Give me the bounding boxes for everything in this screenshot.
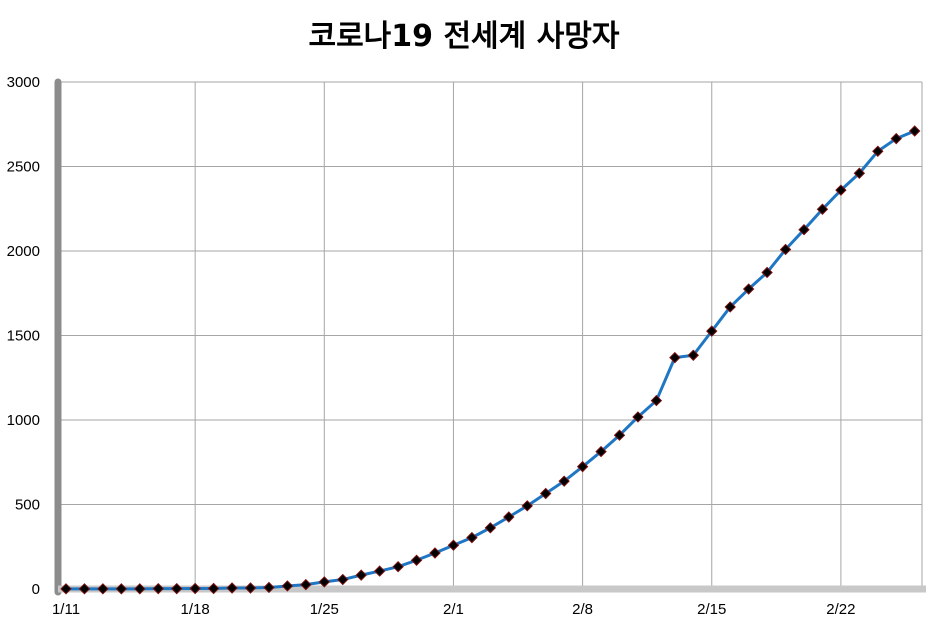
data-point: [392, 560, 404, 573]
data-point: [207, 582, 220, 595]
data-point: [650, 394, 663, 407]
data-point: [355, 569, 367, 581]
data-point: [908, 125, 921, 137]
data-point: [78, 583, 91, 595]
data-point: [226, 582, 238, 594]
axes: [54, 78, 926, 596]
x-tick-label: 2/8: [572, 601, 593, 618]
series-group: [60, 125, 921, 595]
data-point: [244, 582, 257, 594]
data-point: [503, 511, 515, 523]
x-tick-label: 1/11: [52, 601, 80, 618]
data-point: [724, 301, 736, 313]
data-point: [779, 243, 792, 256]
x-tick-label: 2/22: [826, 601, 855, 618]
data-point: [890, 132, 902, 145]
data-point: [281, 580, 294, 592]
x-axis-ticks: 1/11 1/18 1/25 2/1 2/8 2/15 2/22: [52, 601, 856, 618]
data-point: [152, 582, 164, 595]
data-point: [632, 411, 644, 423]
y-tick-label: 2000: [7, 243, 40, 260]
y-axis-ticks: 0 500 1000 1500 2000 2500 3000: [7, 74, 40, 598]
data-point: [189, 582, 201, 595]
data-point: [318, 576, 331, 588]
data-point: [170, 582, 183, 595]
data-point: [97, 583, 109, 595]
data-point: [521, 500, 533, 512]
y-tick-label: 0: [32, 581, 40, 598]
data-point: [853, 167, 866, 179]
y-tick-label: 1500: [7, 328, 40, 345]
data-point: [429, 547, 441, 559]
data-point: [595, 445, 607, 458]
data-point: [558, 475, 570, 487]
y-tick-label: 3000: [7, 74, 40, 91]
data-point: [835, 184, 847, 196]
grid: [58, 81, 923, 589]
series-line: [66, 129, 916, 591]
x-tick-label: 2/15: [697, 601, 726, 618]
y-tick-label: 2500: [7, 159, 40, 176]
data-point: [816, 203, 829, 215]
data-point: [447, 539, 460, 551]
data-point: [669, 351, 681, 364]
x-tick-label: 1/25: [310, 601, 339, 618]
data-point: [687, 349, 700, 361]
data-point: [300, 578, 312, 591]
data-point: [706, 325, 718, 337]
data-point: [539, 487, 552, 500]
data-point: [337, 573, 349, 586]
data-point: [134, 583, 146, 595]
data-point: [115, 583, 128, 595]
data-point: [798, 223, 810, 236]
y-tick-label: 1000: [7, 412, 40, 429]
data-point: [761, 266, 773, 279]
data-point: [263, 581, 275, 594]
data-point: [872, 145, 884, 157]
x-tick-label: 1/18: [181, 601, 210, 618]
data-point: [60, 583, 72, 595]
x-tick-label: 2/1: [443, 601, 464, 618]
chart-title: 코로나19 전세계 사망자: [308, 19, 619, 54]
data-point: [613, 429, 626, 441]
y-tick-label: 500: [15, 497, 40, 514]
data-point: [742, 283, 755, 295]
data-point: [410, 554, 423, 566]
data-point: [576, 460, 589, 473]
data-point: [484, 522, 497, 534]
data-point: [466, 531, 478, 544]
data-point: [373, 565, 386, 577]
